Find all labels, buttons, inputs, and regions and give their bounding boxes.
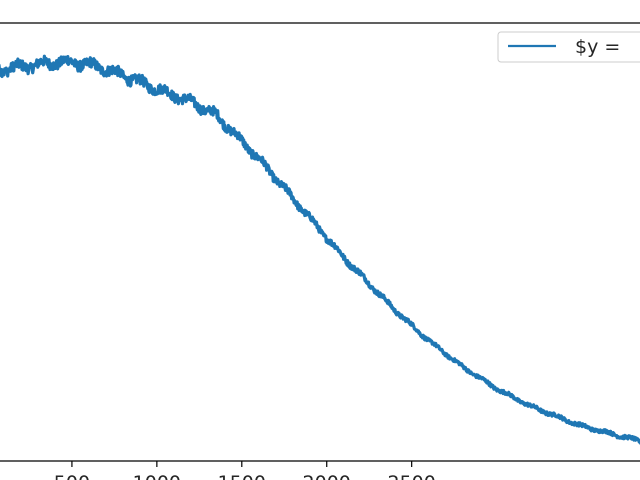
- plot-area: 500 1000 1500 2000 2500: [0, 22, 640, 480]
- x-tick-label-1000: 1000: [133, 472, 181, 480]
- legend-label-0: $y =: [575, 36, 620, 58]
- legend: $y =: [497, 31, 640, 63]
- x-tick-label-2500: 2500: [387, 472, 435, 480]
- series-line-0: [0, 54, 640, 445]
- x-tick-label-2000: 2000: [303, 472, 351, 480]
- x-tick-label-1500: 1500: [218, 472, 266, 480]
- x-tick-label-500: 500: [54, 472, 90, 480]
- legend-box: [497, 31, 640, 63]
